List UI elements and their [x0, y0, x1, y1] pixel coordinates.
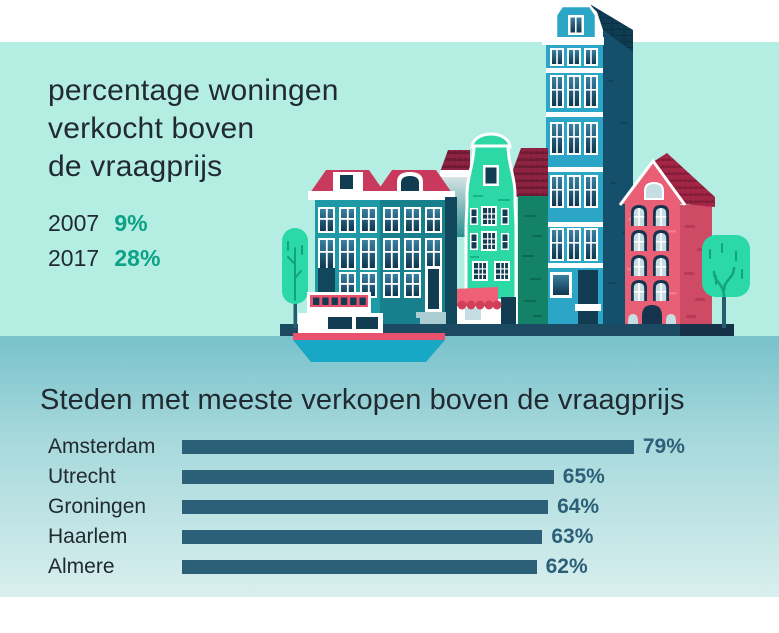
bar-label: Amsterdam — [48, 435, 156, 458]
bar-track: 64% — [182, 495, 754, 519]
bar-value: 64% — [557, 495, 600, 518]
bar-value: 62% — [545, 555, 588, 578]
bar-label: Utrecht — [48, 465, 116, 488]
canal-houses-illustration — [280, 2, 750, 362]
boat — [293, 292, 445, 362]
canal-house-b — [374, 170, 457, 330]
bar — [182, 560, 537, 574]
bar — [182, 440, 634, 454]
bar-label: Groningen — [48, 495, 147, 518]
city-bar-chart: Amsterdam 79% Utrecht 65% Groningen 64% Haarle… — [48, 432, 754, 582]
bar-row: Almere 62% — [48, 552, 754, 582]
bar-label: Almere — [48, 555, 115, 578]
red-building — [618, 153, 715, 330]
stat-value: 28% — [114, 245, 161, 271]
stat-row: 2007 9% — [48, 206, 160, 241]
bar-row: Groningen 64% — [48, 492, 754, 522]
bar-track: 62% — [182, 555, 754, 579]
tree-right — [702, 235, 750, 328]
bar-label: Haarlem — [48, 525, 128, 548]
bar-value: 65% — [562, 465, 605, 488]
tree-left — [282, 228, 308, 328]
bar-track: 79% — [182, 435, 754, 459]
year-stats: 2007 9% 2017 28% — [48, 206, 160, 276]
title-line: verkocht boven — [48, 112, 255, 145]
stat-year: 2017 — [48, 245, 100, 271]
title-line: de vraagprijs — [48, 150, 223, 183]
section-heading: Steden met meeste verkopen boven de vraa… — [40, 384, 685, 416]
bar — [182, 500, 549, 514]
stat-row: 2017 28% — [48, 241, 160, 276]
bar — [182, 530, 543, 544]
bar-value: 79% — [642, 435, 685, 458]
bar — [182, 470, 554, 484]
page-title: percentage woningen verkocht boven de vr… — [48, 72, 339, 186]
stat-year: 2007 — [48, 210, 100, 236]
water-band — [0, 336, 779, 597]
stat-value: 9% — [114, 210, 148, 236]
bar-track: 63% — [182, 525, 754, 549]
blue-building — [542, 2, 633, 330]
title-line: percentage woningen — [48, 74, 339, 107]
bar-row: Haarlem 63% — [48, 522, 754, 552]
bar-row: Utrecht 65% — [48, 462, 754, 492]
bar-value: 63% — [551, 525, 594, 548]
bar-track: 65% — [182, 465, 754, 489]
bar-row: Amsterdam 79% — [48, 432, 754, 462]
